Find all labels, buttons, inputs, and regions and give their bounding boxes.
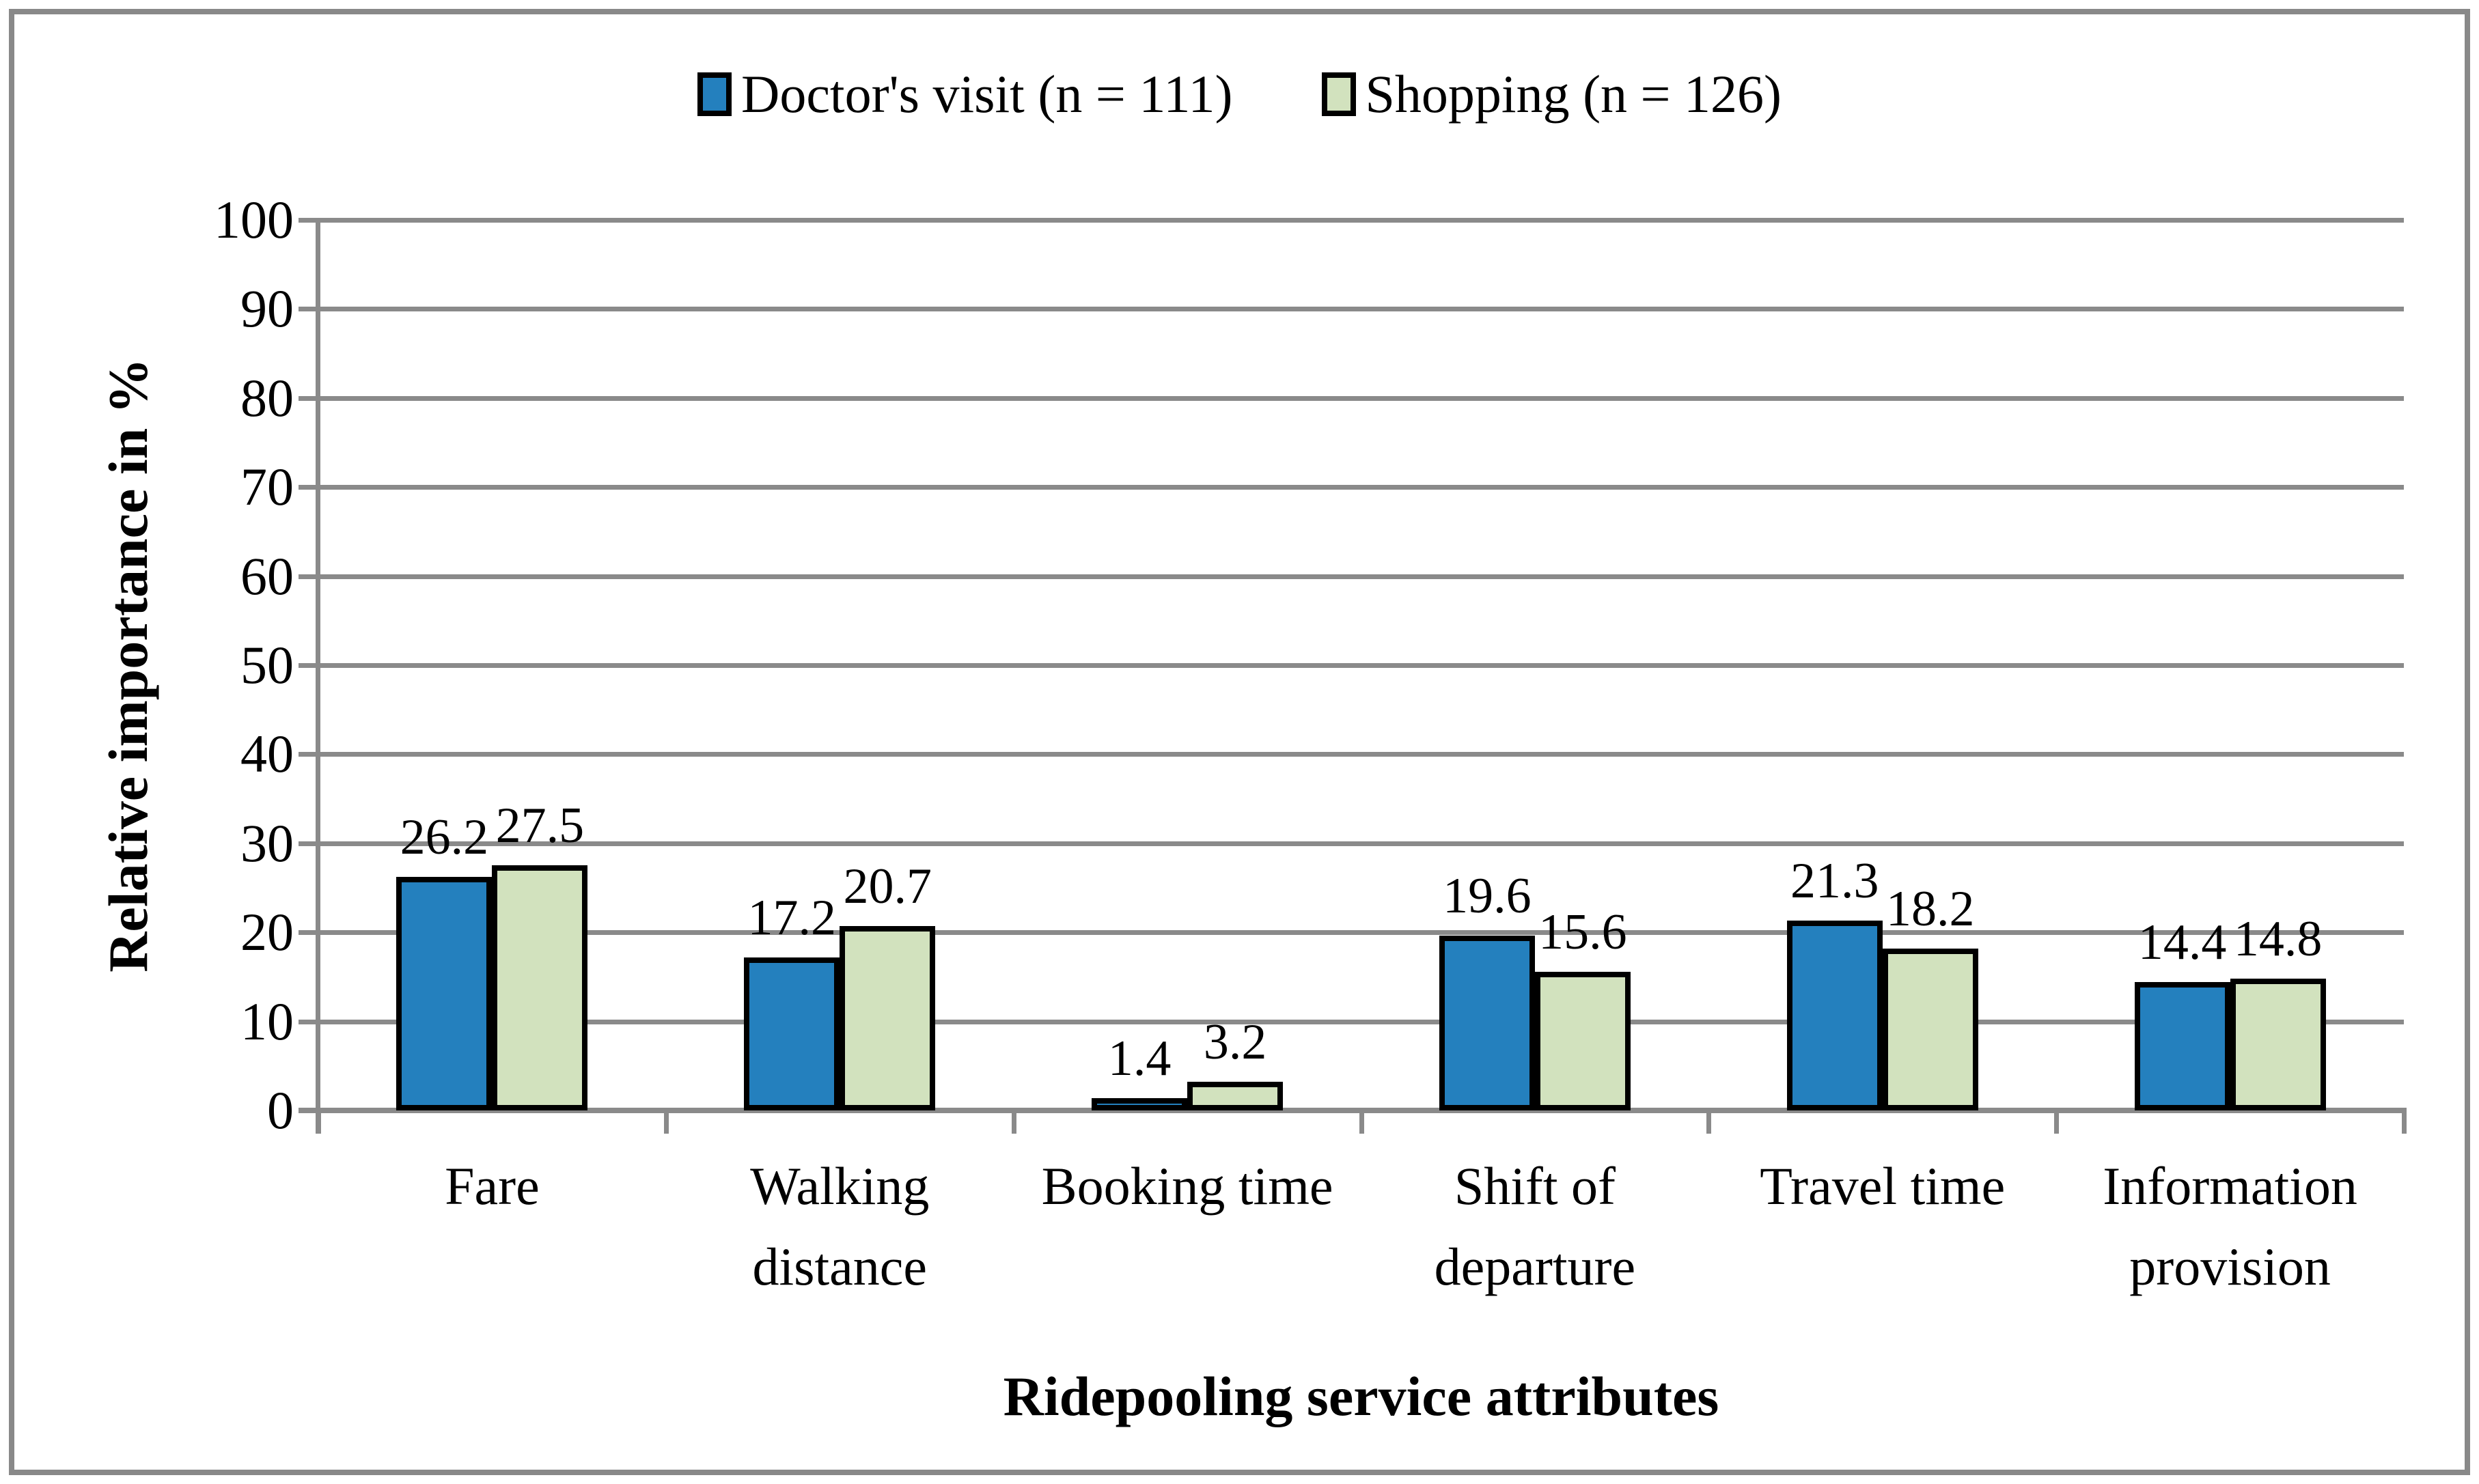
y-tick-label: 80 — [240, 367, 294, 428]
bar-value-label: 21.3 — [1790, 853, 1879, 909]
y-tick-label: 40 — [240, 724, 294, 784]
x-axis-title: Ridepooling service attributes — [1003, 1365, 1719, 1427]
bar — [1786, 921, 1883, 1110]
y-tick — [299, 930, 318, 936]
bar — [1882, 949, 1978, 1110]
legend-label: Shopping (n = 126) — [1365, 64, 1782, 124]
y-tick — [299, 307, 318, 312]
bar — [744, 957, 840, 1110]
legend-item: Doctor's visit (n = 111) — [697, 63, 1233, 126]
y-tick — [299, 485, 318, 490]
plot-area: 26.2 27.5 17.2 20.7 1.4 3.2 19.6 15.6 21.3 18.2 14… — [318, 218, 2404, 1110]
bar-value-label: 20.7 — [843, 858, 932, 914]
x-axis-line — [299, 1108, 2404, 1113]
category-label: Walking distance — [750, 1156, 930, 1296]
category-label: Shift of departure — [1434, 1156, 1636, 1296]
x-tick — [1011, 1108, 1016, 1134]
gridline — [318, 930, 2404, 936]
y-tick-label: 60 — [240, 546, 294, 606]
bar — [2134, 982, 2230, 1110]
y-tick — [299, 1019, 318, 1024]
bar — [840, 926, 936, 1110]
y-tick-label: 30 — [240, 813, 294, 873]
gridline — [318, 307, 2404, 312]
bar — [1534, 972, 1631, 1110]
gridline — [318, 485, 2404, 490]
y-tick-label: 100 — [214, 190, 294, 249]
legend-item: Shopping (n = 126) — [1321, 63, 1782, 126]
bar — [1439, 936, 1535, 1110]
x-tick — [2402, 1108, 2407, 1134]
y-tick-label: 10 — [240, 991, 294, 1051]
y-tick — [299, 218, 318, 223]
bar — [2230, 979, 2326, 1110]
gridline — [318, 218, 2404, 223]
category-label: Travel time — [1760, 1156, 2006, 1216]
category-label: Fare — [445, 1156, 540, 1216]
bar-value-label: 14.8 — [2233, 911, 2323, 967]
x-tick — [1706, 1108, 1712, 1134]
bar — [396, 877, 493, 1110]
gridline — [318, 663, 2404, 668]
x-tick — [663, 1108, 669, 1134]
bar-value-label: 15.6 — [1538, 904, 1627, 960]
y-tick — [299, 574, 318, 579]
y-tick-label: 70 — [240, 457, 294, 517]
legend: Doctor's visit (n = 111) Shopping (n = 12… — [0, 63, 2479, 126]
y-tick-label: 0 — [267, 1080, 294, 1140]
gridline — [318, 574, 2404, 579]
y-tick — [299, 1108, 318, 1113]
category-label: Booking time — [1041, 1156, 1333, 1216]
bar — [492, 865, 588, 1110]
gridline — [318, 395, 2404, 401]
y-tick — [299, 395, 318, 401]
bar-value-label: 17.2 — [747, 890, 837, 946]
y-tick — [299, 752, 318, 757]
y-tick — [299, 841, 318, 846]
bar-value-label: 3.2 — [1203, 1014, 1267, 1070]
legend-swatch-icon — [1321, 72, 1356, 116]
bar-value-label: 26.2 — [400, 809, 489, 865]
legend-label: Doctor's visit (n = 111) — [740, 64, 1233, 124]
y-tick — [299, 663, 318, 668]
category-label: Information provision — [2103, 1156, 2357, 1296]
gridline — [318, 752, 2404, 757]
bar-value-label: 14.4 — [2137, 914, 2227, 970]
legend-swatch-icon — [697, 72, 732, 116]
x-tick — [1359, 1108, 1364, 1134]
bar — [1092, 1098, 1188, 1110]
bar-value-label: 27.5 — [495, 798, 585, 854]
bar — [1187, 1082, 1284, 1110]
bar-value-label: 1.4 — [1107, 1031, 1172, 1087]
bar-value-label: 19.6 — [1443, 868, 1532, 924]
bar-value-label: 18.2 — [1886, 881, 1975, 937]
figure-border — [9, 9, 2470, 1475]
y-tick-label: 20 — [240, 902, 294, 962]
gridline — [318, 1019, 2404, 1024]
y-tick-label: 90 — [240, 279, 294, 339]
x-tick — [316, 1108, 321, 1134]
y-tick-label: 50 — [240, 635, 294, 695]
gridline — [318, 841, 2404, 846]
y-axis-line — [316, 220, 320, 1134]
x-tick — [2054, 1108, 2060, 1134]
